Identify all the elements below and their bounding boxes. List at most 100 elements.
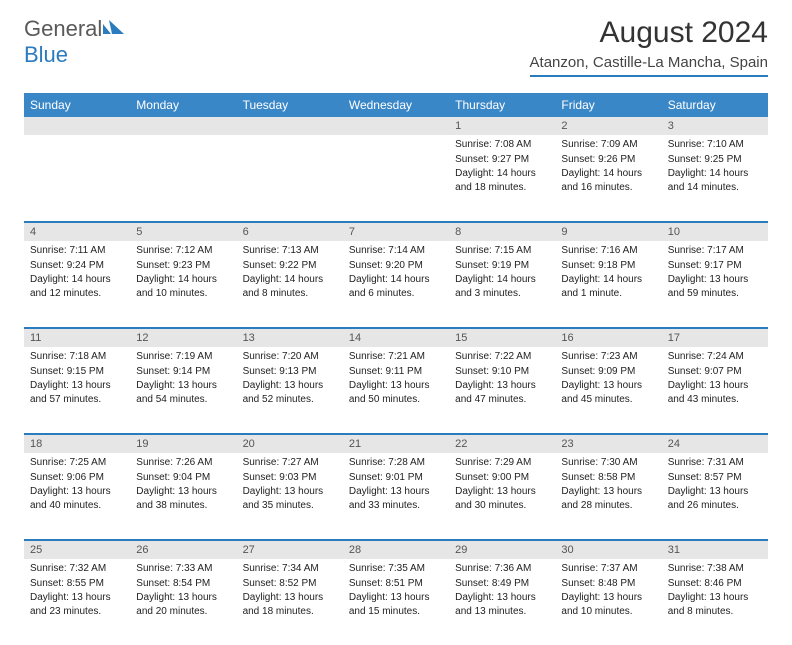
calendar-cell: Sunrise: 7:19 AMSunset: 9:14 PMDaylight:…	[130, 347, 236, 433]
day-number: 23	[555, 435, 661, 453]
sunrise-text: Sunrise: 7:12 AM	[136, 244, 230, 258]
sunrise-text: Sunrise: 7:35 AM	[349, 562, 443, 576]
daylight-text: Daylight: 13 hours and 33 minutes.	[349, 485, 443, 512]
calendar-cell: Sunrise: 7:17 AMSunset: 9:17 PMDaylight:…	[662, 241, 768, 327]
sunrise-text: Sunrise: 7:26 AM	[136, 456, 230, 470]
month-title: August 2024	[530, 16, 768, 50]
daylight-text: Daylight: 13 hours and 8 minutes.	[668, 591, 762, 618]
day-number: 20	[237, 435, 343, 453]
dayname-tue: Tuesday	[237, 93, 343, 117]
daylight-text: Daylight: 13 hours and 13 minutes.	[455, 591, 549, 618]
day-number: 9	[555, 223, 661, 241]
day-number: 11	[24, 329, 130, 347]
calendar-cell: Sunrise: 7:08 AMSunset: 9:27 PMDaylight:…	[449, 135, 555, 221]
daylight-text: Daylight: 13 hours and 26 minutes.	[668, 485, 762, 512]
calendar-cell: Sunrise: 7:16 AMSunset: 9:18 PMDaylight:…	[555, 241, 661, 327]
daylight-text: Daylight: 13 hours and 30 minutes.	[455, 485, 549, 512]
calendar-cell: Sunrise: 7:22 AMSunset: 9:10 PMDaylight:…	[449, 347, 555, 433]
sunrise-text: Sunrise: 7:13 AM	[243, 244, 337, 258]
calendar-cell: Sunrise: 7:13 AMSunset: 9:22 PMDaylight:…	[237, 241, 343, 327]
daylight-text: Daylight: 13 hours and 10 minutes.	[561, 591, 655, 618]
daylight-text: Daylight: 13 hours and 57 minutes.	[30, 379, 124, 406]
day-number: 5	[130, 223, 236, 241]
daylight-text: Daylight: 13 hours and 35 minutes.	[243, 485, 337, 512]
sunset-text: Sunset: 8:57 PM	[668, 471, 762, 485]
sunrise-text: Sunrise: 7:20 AM	[243, 350, 337, 364]
daylight-text: Daylight: 14 hours and 16 minutes.	[561, 167, 655, 194]
calendar-cell: Sunrise: 7:29 AMSunset: 9:00 PMDaylight:…	[449, 453, 555, 539]
day-number: 7	[343, 223, 449, 241]
daylight-text: Daylight: 13 hours and 45 minutes.	[561, 379, 655, 406]
day-number: 1	[449, 117, 555, 135]
day-number: 13	[237, 329, 343, 347]
calendar-cell: Sunrise: 7:28 AMSunset: 9:01 PMDaylight:…	[343, 453, 449, 539]
daylight-text: Daylight: 14 hours and 1 minute.	[561, 273, 655, 300]
calendar-cell: Sunrise: 7:32 AMSunset: 8:55 PMDaylight:…	[24, 559, 130, 645]
day-number	[343, 117, 449, 135]
daylight-text: Daylight: 13 hours and 20 minutes.	[136, 591, 230, 618]
day-number: 21	[343, 435, 449, 453]
daylight-text: Daylight: 13 hours and 52 minutes.	[243, 379, 337, 406]
sunset-text: Sunset: 9:17 PM	[668, 259, 762, 273]
sunrise-text: Sunrise: 7:27 AM	[243, 456, 337, 470]
daylight-text: Daylight: 14 hours and 12 minutes.	[30, 273, 124, 300]
calendar: Sunday Monday Tuesday Wednesday Thursday…	[24, 93, 768, 645]
daylight-text: Daylight: 14 hours and 10 minutes.	[136, 273, 230, 300]
day-number: 27	[237, 541, 343, 559]
calendar-cell: Sunrise: 7:36 AMSunset: 8:49 PMDaylight:…	[449, 559, 555, 645]
day-number: 15	[449, 329, 555, 347]
location-text: Atanzon, Castille-La Mancha, Spain	[530, 54, 768, 77]
day-number	[130, 117, 236, 135]
calendar-cell: Sunrise: 7:26 AMSunset: 9:04 PMDaylight:…	[130, 453, 236, 539]
sunrise-text: Sunrise: 7:32 AM	[30, 562, 124, 576]
sunset-text: Sunset: 9:26 PM	[561, 153, 655, 167]
sunrise-text: Sunrise: 7:36 AM	[455, 562, 549, 576]
sunrise-text: Sunrise: 7:30 AM	[561, 456, 655, 470]
sunset-text: Sunset: 9:13 PM	[243, 365, 337, 379]
day-number: 25	[24, 541, 130, 559]
sunrise-text: Sunrise: 7:23 AM	[561, 350, 655, 364]
daylight-text: Daylight: 13 hours and 54 minutes.	[136, 379, 230, 406]
sunrise-text: Sunrise: 7:16 AM	[561, 244, 655, 258]
calendar-cell: Sunrise: 7:20 AMSunset: 9:13 PMDaylight:…	[237, 347, 343, 433]
logo-text-2: Blue	[24, 42, 68, 68]
sunset-text: Sunset: 9:25 PM	[668, 153, 762, 167]
calendar-cell: Sunrise: 7:18 AMSunset: 9:15 PMDaylight:…	[24, 347, 130, 433]
dayname-mon: Monday	[130, 93, 236, 117]
calendar-cell: Sunrise: 7:38 AMSunset: 8:46 PMDaylight:…	[662, 559, 768, 645]
calendar-cell: Sunrise: 7:25 AMSunset: 9:06 PMDaylight:…	[24, 453, 130, 539]
sunset-text: Sunset: 9:22 PM	[243, 259, 337, 273]
calendar-cell	[24, 135, 130, 221]
sunset-text: Sunset: 8:51 PM	[349, 577, 443, 591]
sunset-text: Sunset: 9:07 PM	[668, 365, 762, 379]
header: General August 2024 Atanzon, Castille-La…	[0, 0, 792, 85]
calendar-grid: 1 23 Sunrise: 7:08 AMSunset: 9:27 PMDaylig…	[24, 117, 768, 645]
calendar-cell: Sunrise: 7:33 AMSunset: 8:54 PMDaylight:…	[130, 559, 236, 645]
day-number: 8	[449, 223, 555, 241]
sunrise-text: Sunrise: 7:19 AM	[136, 350, 230, 364]
daylight-text: Daylight: 14 hours and 6 minutes.	[349, 273, 443, 300]
daylight-text: Daylight: 13 hours and 38 minutes.	[136, 485, 230, 512]
sunrise-text: Sunrise: 7:37 AM	[561, 562, 655, 576]
calendar-cell: Sunrise: 7:27 AMSunset: 9:03 PMDaylight:…	[237, 453, 343, 539]
logo: General	[24, 16, 126, 42]
dayname-sat: Saturday	[662, 93, 768, 117]
sunset-text: Sunset: 8:58 PM	[561, 471, 655, 485]
calendar-cell: Sunrise: 7:21 AMSunset: 9:11 PMDaylight:…	[343, 347, 449, 433]
calendar-cell: Sunrise: 7:10 AMSunset: 9:25 PMDaylight:…	[662, 135, 768, 221]
sunset-text: Sunset: 9:19 PM	[455, 259, 549, 273]
calendar-cell: Sunrise: 7:14 AMSunset: 9:20 PMDaylight:…	[343, 241, 449, 327]
day-number: 16	[555, 329, 661, 347]
sunset-text: Sunset: 9:01 PM	[349, 471, 443, 485]
sunrise-text: Sunrise: 7:10 AM	[668, 138, 762, 152]
sunset-text: Sunset: 8:54 PM	[136, 577, 230, 591]
daylight-text: Daylight: 13 hours and 28 minutes.	[561, 485, 655, 512]
day-number: 31	[662, 541, 768, 559]
daylight-text: Daylight: 14 hours and 14 minutes.	[668, 167, 762, 194]
day-number: 14	[343, 329, 449, 347]
sunrise-text: Sunrise: 7:34 AM	[243, 562, 337, 576]
day-number: 18	[24, 435, 130, 453]
daylight-text: Daylight: 13 hours and 59 minutes.	[668, 273, 762, 300]
logo-flag-icon	[103, 20, 125, 36]
sunrise-text: Sunrise: 7:31 AM	[668, 456, 762, 470]
